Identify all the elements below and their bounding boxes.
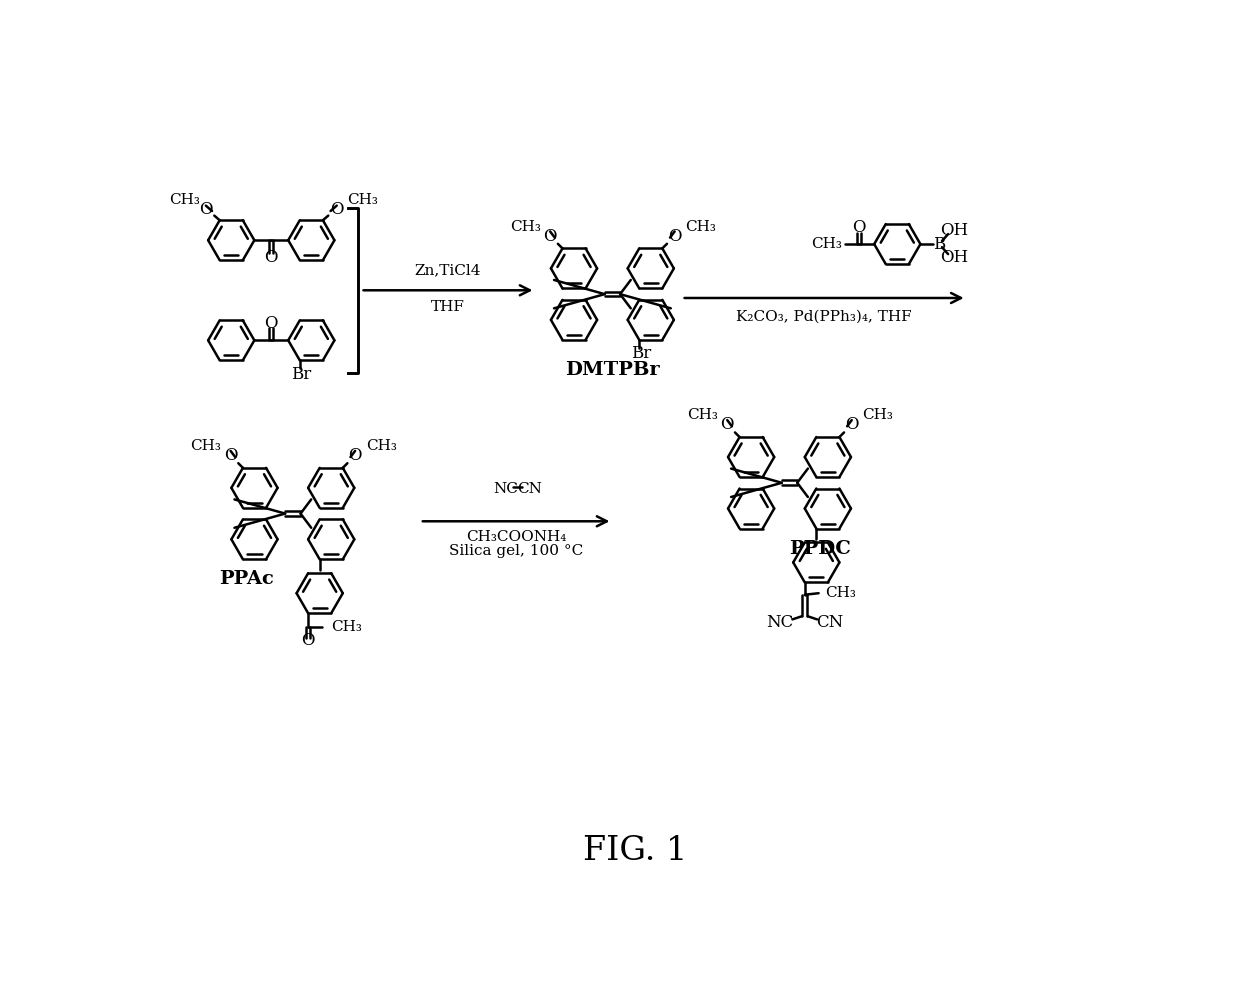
Text: Br: Br [291, 365, 311, 382]
Text: FIG. 1: FIG. 1 [583, 835, 688, 867]
Text: O: O [264, 315, 278, 332]
Text: CH₃: CH₃ [366, 439, 397, 453]
Text: O: O [301, 633, 315, 650]
Text: CN: CN [517, 481, 542, 495]
Text: K₂CO₃, Pd(PPh₃)₄, THF: K₂CO₃, Pd(PPh₃)₄, THF [737, 309, 911, 323]
Text: OH: OH [940, 249, 968, 266]
Text: O: O [264, 248, 278, 265]
Text: CH₃: CH₃ [863, 408, 893, 422]
Text: CH₃: CH₃ [170, 193, 201, 207]
Text: Br: Br [631, 345, 651, 362]
Text: O: O [720, 416, 734, 433]
Text: O: O [852, 218, 866, 235]
Text: CH₃: CH₃ [825, 587, 856, 601]
Text: CH₃: CH₃ [191, 439, 222, 453]
Text: Zn,TiCl4: Zn,TiCl4 [414, 263, 481, 277]
Text: O: O [543, 227, 557, 244]
Text: OH: OH [940, 222, 968, 238]
Text: CH₃COONH₄: CH₃COONH₄ [466, 530, 567, 544]
Text: B: B [932, 235, 945, 252]
Text: CH₃: CH₃ [331, 620, 362, 634]
Text: DMTPBr: DMTPBr [565, 360, 660, 378]
Text: CH₃: CH₃ [686, 220, 717, 234]
Text: NC: NC [494, 481, 518, 495]
Text: THF: THF [432, 300, 465, 314]
Text: O: O [668, 227, 682, 244]
Text: O: O [224, 447, 237, 464]
Text: CN: CN [816, 614, 843, 631]
Text: Silica gel, 100 °C: Silica gel, 100 °C [449, 544, 583, 558]
Text: CH₃: CH₃ [687, 408, 718, 422]
Text: O: O [330, 201, 343, 218]
Text: PPDC: PPDC [789, 540, 851, 558]
Text: CH₃: CH₃ [510, 220, 541, 234]
Text: CH₃: CH₃ [347, 193, 378, 207]
Text: O: O [348, 447, 362, 464]
Text: PPAc: PPAc [219, 571, 274, 589]
Text: CH₃: CH₃ [811, 237, 842, 251]
Text: O: O [200, 201, 212, 218]
Text: NC: NC [766, 614, 794, 631]
Text: O: O [844, 416, 858, 433]
